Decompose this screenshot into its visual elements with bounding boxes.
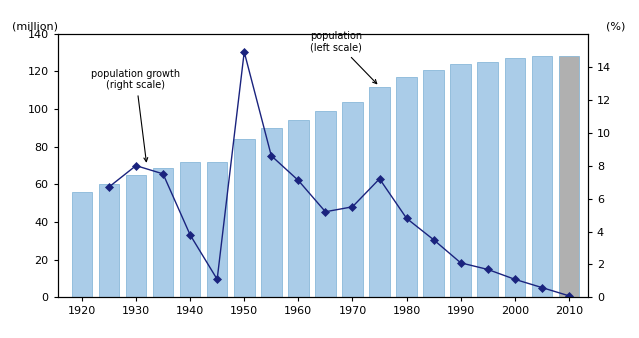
- Text: population growth
(right scale): population growth (right scale): [91, 69, 181, 162]
- Bar: [369, 87, 390, 297]
- Text: population
(left scale): population (left scale): [310, 31, 377, 83]
- Bar: [126, 175, 146, 297]
- Bar: [153, 168, 173, 297]
- Bar: [288, 120, 309, 297]
- Bar: [450, 64, 471, 297]
- Bar: [98, 185, 119, 297]
- Bar: [532, 56, 552, 297]
- Bar: [261, 128, 282, 297]
- Bar: [180, 162, 201, 297]
- Bar: [342, 102, 363, 297]
- Bar: [315, 111, 335, 297]
- Bar: [505, 58, 525, 297]
- Bar: [424, 70, 444, 297]
- Bar: [558, 56, 579, 297]
- Bar: [207, 162, 227, 297]
- Text: (million): (million): [12, 21, 58, 31]
- Bar: [72, 192, 92, 297]
- Text: (%): (%): [606, 21, 625, 31]
- Bar: [477, 62, 498, 297]
- Bar: [396, 77, 417, 297]
- Bar: [234, 139, 254, 297]
